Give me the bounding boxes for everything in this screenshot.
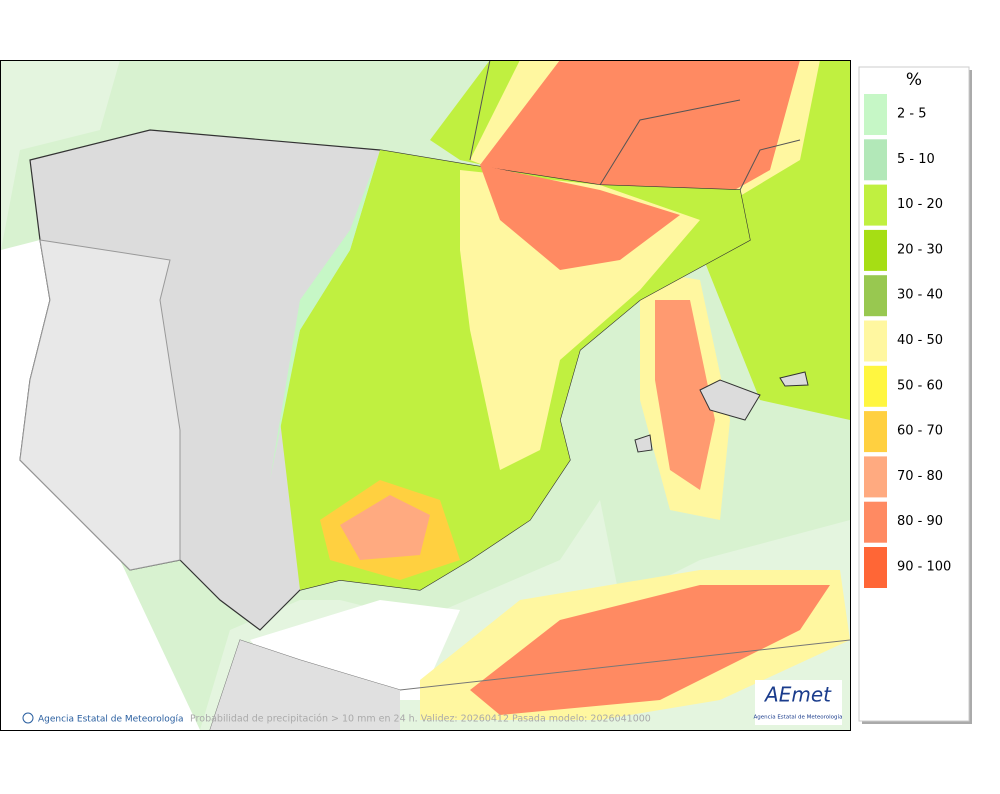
legend-label: 10 - 20	[897, 197, 943, 212]
legend-swatch	[864, 229, 887, 271]
legend-label: 5 - 10	[897, 152, 935, 167]
zone-africa-orange	[470, 585, 830, 715]
borders	[469, 60, 801, 191]
iberia-transition	[270, 150, 380, 480]
zone-orange	[480, 60, 800, 215]
legend-swatch	[864, 501, 887, 543]
legend-label: 50 - 60	[897, 378, 943, 393]
legend-label: 90 - 100	[897, 560, 951, 575]
legend: 2 - 5 5 - 10 10 - 20 20 - 30 30 - 40 40 - 50 5…	[864, 94, 951, 588]
legend-swatch	[864, 411, 887, 453]
legend-label: 2 - 5	[897, 107, 927, 122]
legend-label: 80 - 90	[897, 514, 943, 529]
copyright-icon	[22, 712, 34, 724]
logo-box	[755, 680, 842, 725]
map	[1, 60, 850, 730]
zone-sea-orange	[655, 300, 715, 490]
agency-credit: Agencia Estatal de Meteorología	[38, 715, 184, 725]
legend-swatch	[864, 365, 887, 407]
legend-label: 60 - 70	[897, 424, 943, 439]
legend-swatch	[864, 275, 887, 317]
legend-swatch	[864, 320, 887, 362]
map-frame	[0, 60, 851, 731]
map-caption: Probabilidad de precipitación > 10 mm en…	[190, 714, 651, 725]
menorca	[779, 371, 809, 387]
legend-swatch	[864, 456, 887, 498]
legend-swatch	[864, 547, 887, 588]
legend-swatch	[864, 94, 887, 135]
legend-label: 70 - 80	[897, 469, 943, 484]
legend-swatch	[864, 139, 887, 181]
logo-subtitle: Agencia Estatal de Meteorología	[754, 714, 843, 721]
legend-label: 40 - 50	[897, 333, 943, 348]
pyrenees	[480, 165, 680, 270]
legend-swatch	[864, 184, 887, 226]
ibiza	[634, 434, 653, 453]
legend-label: 30 - 40	[897, 288, 943, 303]
portugal	[19, 239, 181, 571]
logo: AEmet	[763, 683, 832, 707]
legend-unit: %	[906, 70, 922, 90]
betic-high	[340, 495, 430, 560]
africa-land	[210, 640, 400, 730]
mallorca	[699, 379, 761, 421]
legend-label: 20 - 30	[897, 242, 943, 257]
atlantic	[1, 240, 200, 730]
